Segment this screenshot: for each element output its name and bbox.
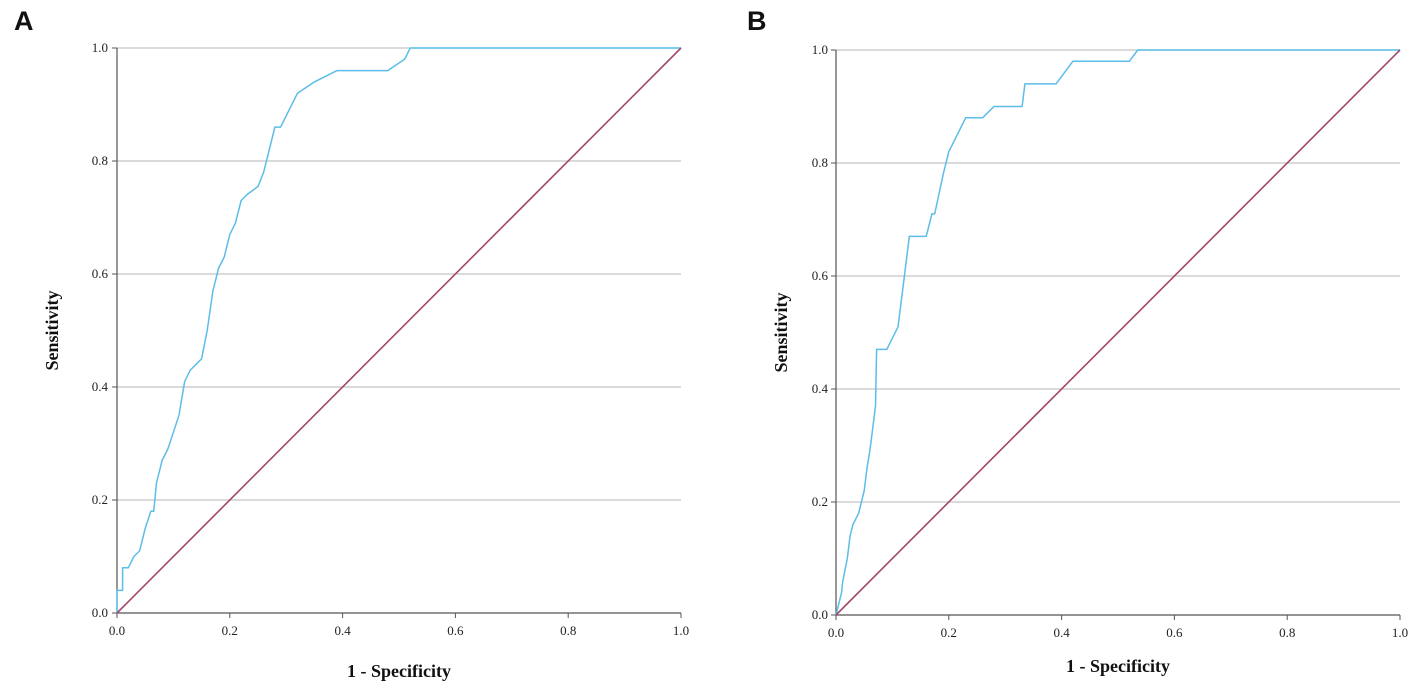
panel-b-x-tick-label-5: 1.0: [1392, 625, 1408, 640]
panel-a-roc-curve: [116, 47, 681, 613]
panel-b-y-tick-label-0: 0.0: [812, 607, 828, 622]
panel-b-y-tick-label-5: 1.0: [812, 42, 828, 57]
panel-a-reference-line: [116, 47, 682, 614]
panel-a-y-tick-label-1: 0.2: [92, 492, 108, 507]
panel-b-x-tick-label-1: 0.2: [941, 625, 957, 640]
panel-a-y-tick-label-2: 0.4: [92, 379, 109, 394]
panel-label-b: B: [747, 6, 767, 36]
panel-a-x-tick-label-2: 0.4: [334, 623, 351, 638]
panel-b-x-tick-label-0: 0.0: [828, 625, 844, 640]
panel-a-y-axis-title: Sensitivity: [42, 290, 62, 370]
panel-b-y-tick-label-2: 0.4: [812, 381, 829, 396]
panel-a-x-tick-label-4: 0.8: [560, 623, 576, 638]
panel-b-x-tick-label-3: 0.6: [1166, 625, 1183, 640]
panel-a-y-tick-label-5: 1.0: [92, 40, 108, 55]
panel-a-y-tick-label-0: 0.0: [92, 605, 108, 620]
panel-b-y-tick-label-4: 0.8: [812, 155, 828, 170]
panel-b-y-axis-title: Sensitivity: [771, 292, 791, 372]
panel-b-y-tick-label-3: 0.6: [812, 268, 829, 283]
panel-a-x-tick-label-5: 1.0: [673, 623, 689, 638]
panel-b-reference-line: [835, 49, 1401, 616]
panel-a-x-tick-label-0: 0.0: [109, 623, 125, 638]
panel-b-x-tick-label-4: 0.8: [1279, 625, 1295, 640]
panel-b-y-tick-label-1: 0.2: [812, 494, 828, 509]
panel-b-x-axis-title: 1 - Specificity: [1066, 656, 1170, 676]
panel-a-x-tick-label-3: 0.6: [447, 623, 464, 638]
panel-a-x-axis-title: 1 - Specificity: [347, 661, 451, 681]
panel-label-a: A: [14, 6, 34, 36]
panel-a-y-tick-label-4: 0.8: [92, 153, 108, 168]
panel-a-y-tick-label-3: 0.6: [92, 266, 109, 281]
panel-b-roc-curve: [835, 49, 1400, 616]
panel-b-x-tick-label-2: 0.4: [1053, 625, 1070, 640]
panel-a-x-tick-label-1: 0.2: [222, 623, 238, 638]
